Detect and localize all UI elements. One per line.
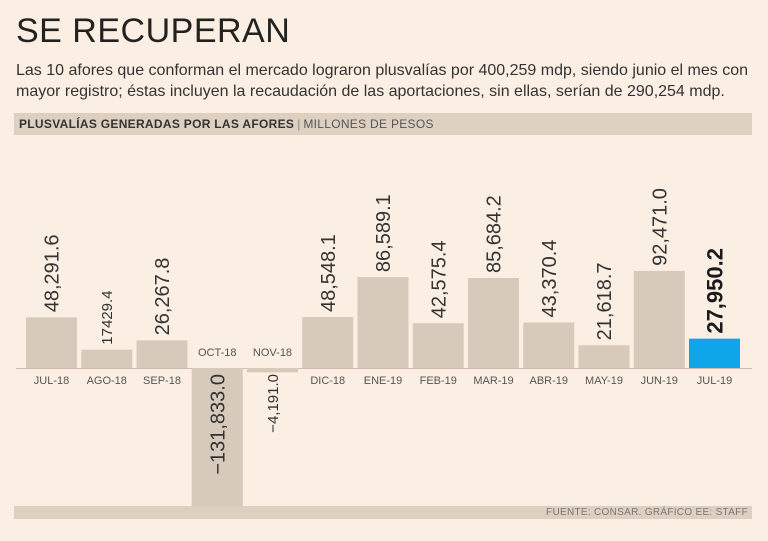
tick-label-nov-18: NOV-18 [253, 347, 292, 359]
data-label-sep-18: 26,267.8 [152, 258, 174, 336]
page-title: SE RECUPERAN [16, 12, 291, 50]
chart-header-bar: PLUSVALÍAS GENERADAS POR LAS AFORES | MILL… [14, 113, 752, 135]
footer-bar [14, 506, 752, 519]
data-label-jun-19: 92,471.0 [649, 188, 671, 266]
data-label-ago-18: 17429.4 [99, 290, 116, 344]
tick-label-jul-18: JUL-18 [34, 375, 69, 387]
data-label-may-19: 21,618.7 [594, 262, 616, 340]
data-label-abr-19: 43,370.4 [539, 240, 561, 318]
source-credit: FUENTE: CONSAR. GRÁFICO EE: STAFF [546, 507, 748, 518]
tick-label-jun-19: JUN-19 [641, 375, 678, 387]
chart-header-separator: | [297, 117, 301, 131]
bar-feb-19 [412, 323, 464, 368]
chart-title: PLUSVALÍAS GENERADAS POR LAS AFORES [19, 117, 295, 131]
bar-jul-18 [26, 317, 77, 368]
tick-label-sep-18: SEP-18 [143, 375, 181, 387]
page-subtitle: Las 10 afores que conforman el mercado l… [16, 62, 748, 100]
data-label-ene-19: 86,589.1 [373, 194, 395, 272]
tick-label-ene-19: ENE-19 [364, 375, 403, 387]
bar-jul-19 [689, 338, 740, 368]
tick-label-oct-18: OCT-18 [198, 347, 237, 359]
bar-may-19 [578, 345, 630, 368]
tick-label-dic-18: DIC-18 [310, 375, 345, 387]
data-label-oct-18: −131,833.0 [207, 374, 229, 475]
data-label-jul-19: 27,950.2 [702, 248, 727, 334]
data-label-dic-18: 48,548.1 [318, 234, 340, 312]
bar-oct-18 [191, 368, 243, 507]
data-label-mar-19: 85,684.2 [484, 195, 506, 273]
bar-ago-18 [81, 349, 133, 368]
tick-label-jul-19: JUL-19 [697, 375, 732, 387]
data-label-nov-18: −4,191.0 [265, 374, 282, 433]
bar-nov-18 [247, 368, 298, 373]
bar-dic-18 [302, 317, 354, 368]
bar-ene-19 [357, 277, 409, 368]
tick-label-may-19: MAY-19 [585, 375, 623, 387]
data-label-jul-18: 48,291.6 [42, 234, 64, 312]
tick-label-mar-19: MAR-19 [473, 375, 513, 387]
data-label-feb-19: 42,575.4 [428, 240, 450, 318]
tick-label-ago-18: AGO-18 [87, 375, 127, 387]
tick-label-feb-19: FEB-19 [420, 375, 457, 387]
bar-sep-18 [136, 340, 188, 368]
tick-label-abr-19: ABR-19 [529, 375, 568, 387]
bar-jun-19 [633, 270, 685, 368]
chart-unit-label: MILLONES DE PESOS [303, 117, 434, 131]
bar-abr-19 [523, 322, 575, 368]
bar-mar-19 [468, 278, 519, 368]
